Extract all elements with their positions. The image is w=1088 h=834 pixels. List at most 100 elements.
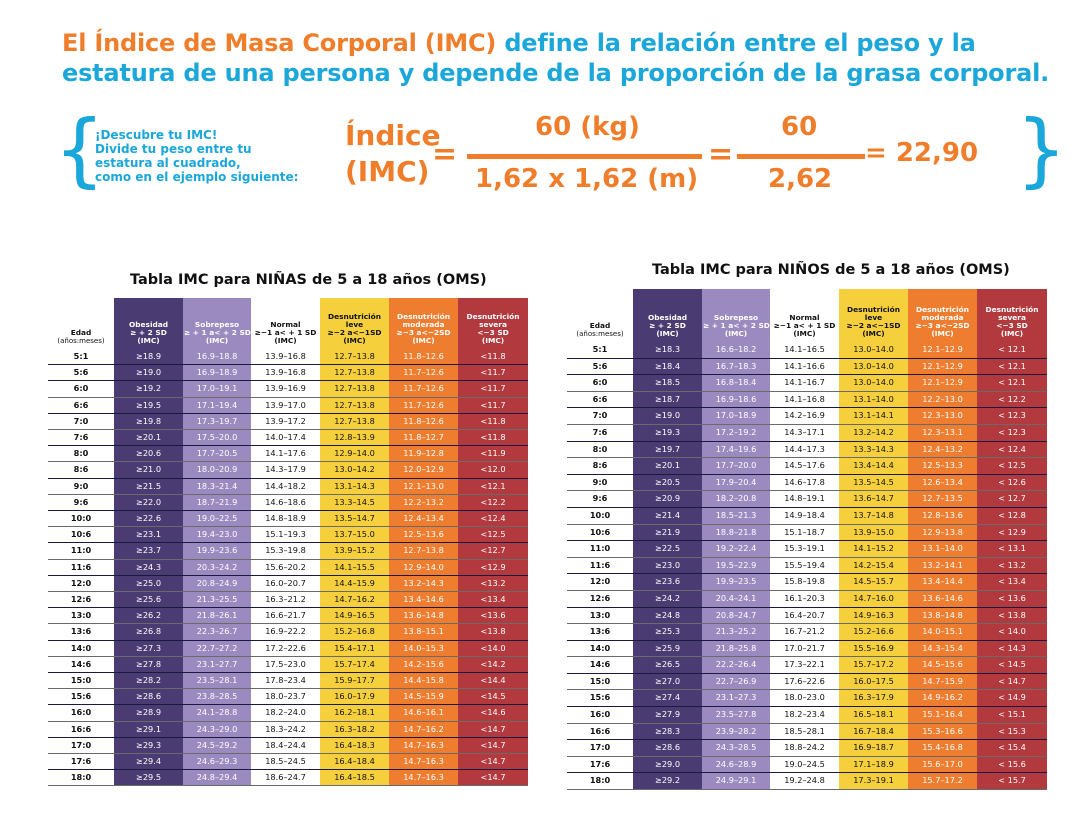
obesidad-cell: ≥18.4 xyxy=(633,358,702,376)
sobrepeso-cell: 18.2–20.8 xyxy=(702,490,770,508)
formula-numerator-1: 60 (kg) xyxy=(535,112,640,142)
moderada-cell: 12.1–13.0 xyxy=(389,478,458,495)
severa-cell: < 15.4 xyxy=(977,739,1047,757)
moderada-cell: 13.8–14.8 xyxy=(908,607,977,625)
sobrepeso-cell: 22.7–27.2 xyxy=(183,640,251,657)
obesidad-cell: ≥27.4 xyxy=(633,689,702,708)
age-cell: 14:0 xyxy=(48,640,114,657)
obesidad-cell: ≥21.9 xyxy=(633,524,702,542)
normal-cell: 15.1–18.7 xyxy=(770,524,839,542)
moderada-cell: 15.4–16.8 xyxy=(908,739,977,757)
severa-cell: <11.7 xyxy=(458,397,528,414)
sobrepeso-cell: 18.5–21.3 xyxy=(702,507,770,525)
obesidad-cell: ≥25.3 xyxy=(633,623,702,641)
leve-cell: 13.6–14.7 xyxy=(839,490,908,508)
normal-cell: 18.5–28.1 xyxy=(770,723,839,741)
moderada-cell: 12.6–13.4 xyxy=(908,474,977,492)
leve-cell: 15.4–17.1 xyxy=(320,640,389,657)
severa-cell: <14.7 xyxy=(458,721,528,738)
age-cell: 10:6 xyxy=(567,524,633,542)
table-row: 16:0 ≥28.9 24.1–28.8 18.2–24.0 16.2–18.1 14.6… xyxy=(48,704,528,722)
headline: El Índice de Masa Corporal (IMC) define … xyxy=(62,28,1052,88)
leve-cell: 14.7–16.0 xyxy=(839,590,908,608)
age-cell: 10:6 xyxy=(48,526,114,544)
sobrepeso-cell: 21.8–25.8 xyxy=(702,640,770,658)
sobrepeso-cell: 16.9–18.9 xyxy=(183,364,251,382)
header-obesidad: Obesidad ≥ + 2 SD (IMC) xyxy=(114,298,183,349)
leve-cell: 16.4–18.4 xyxy=(320,753,389,771)
normal-cell: 17.2–22.6 xyxy=(251,640,320,657)
age-cell: 18:0 xyxy=(567,772,633,791)
severa-cell: <14.7 xyxy=(458,737,528,755)
formula-equals-2: = xyxy=(708,137,734,172)
imc-tip: ¡Descubre tu IMC! Divide tu peso entre t… xyxy=(95,128,325,184)
header-unit: (IMC) xyxy=(793,329,816,338)
severa-cell: <13.4 xyxy=(458,591,528,609)
age-cell: 15:0 xyxy=(567,673,633,691)
table-row: 13:6 ≥25.3 21.3–25.2 16.7–21.2 15.2–16.6 14.0… xyxy=(567,623,1047,641)
severa-cell: <12.0 xyxy=(458,461,528,479)
formula-index-label: Índice (IMC) xyxy=(345,118,441,190)
table-row: 10:0 ≥22.6 19.0–22.5 14.8–18.9 13.5–14.7 12.4… xyxy=(48,510,528,528)
header-moderada-range: ≥−3 a<−2SD xyxy=(396,328,451,337)
table-row: 9:6 ≥20.9 18.2–20.8 14.8–19.1 13.6–14.7 12.7–… xyxy=(567,490,1047,508)
moderada-cell: 12.0–12.9 xyxy=(389,461,458,479)
table-row: 12:6 ≥24.2 20.4–24.1 16.1–20.3 14.7–16.0 13.6… xyxy=(567,590,1047,608)
age-cell: 18:0 xyxy=(48,769,114,787)
obesidad-cell: ≥27.0 xyxy=(633,673,702,691)
normal-cell: 14.6–17.8 xyxy=(770,474,839,492)
normal-cell: 17.0–21.7 xyxy=(770,640,839,658)
moderada-cell: 12.2–13.0 xyxy=(908,391,977,409)
normal-cell: 15.6–20.2 xyxy=(251,559,320,576)
age-cell: 14:6 xyxy=(567,656,633,674)
header-sobrepeso: Sobrepeso ≥ + 1 a< + 2 SD (IMC) xyxy=(702,289,770,342)
table-row: 16:6 ≥29.1 24.3–29.0 18.3–24.2 16.3–18.2 14.7… xyxy=(48,721,528,738)
header-severa-label-2: severa xyxy=(479,320,507,329)
leve-cell: 16.3–17.9 xyxy=(839,689,908,708)
normal-cell: 17.8–23.4 xyxy=(251,672,320,690)
obesidad-cell: ≥29.5 xyxy=(114,769,183,787)
normal-cell: 13.9–16.8 xyxy=(251,349,320,366)
table-row: 5:1 ≥18.9 16.9–18.8 13.9–16.8 12.7–13.8 11.8–… xyxy=(48,349,528,366)
leve-cell: 12.8–13.9 xyxy=(320,429,389,447)
header-unit: (IMC) xyxy=(724,329,748,338)
normal-cell: 15.3–19.8 xyxy=(251,542,320,560)
normal-cell: 18.8–24.2 xyxy=(770,739,839,757)
severa-cell: <14.7 xyxy=(458,753,528,771)
header-unit: (IMC) xyxy=(274,336,297,345)
sobrepeso-cell: 16.9–18.6 xyxy=(702,391,770,409)
table-row: 6:0 ≥18.5 16.8–18.4 14.1–16.7 13.0–14.0 12.1–… xyxy=(567,374,1047,392)
obesidad-cell: ≥19.5 xyxy=(114,397,183,414)
moderada-cell: 14.7–16.2 xyxy=(389,721,458,738)
age-cell: 12:6 xyxy=(567,590,633,608)
normal-cell: 14.3–17.9 xyxy=(251,461,320,479)
leve-cell: 14.9–16.5 xyxy=(320,607,389,625)
normal-cell: 16.4–20.7 xyxy=(770,607,839,625)
header-age-label: Edad xyxy=(70,328,92,337)
header-age: Edad (años:meses) xyxy=(48,298,114,349)
leve-cell: 12.7–13.8 xyxy=(320,364,389,382)
table-row: 12:6 ≥25.6 21.3–25.5 16.3–21.2 14.7–16.2 13.4… xyxy=(48,591,528,609)
age-cell: 9:6 xyxy=(567,490,633,508)
sobrepeso-cell: 24.1–28.8 xyxy=(183,704,251,722)
normal-cell: 16.1–20.3 xyxy=(770,590,839,608)
obesidad-cell: ≥18.5 xyxy=(633,374,702,392)
age-cell: 16:0 xyxy=(48,704,114,722)
severa-cell: < 13.1 xyxy=(977,540,1047,558)
age-cell: 8:6 xyxy=(48,461,114,479)
obesidad-cell: ≥26.5 xyxy=(633,656,702,674)
sobrepeso-cell: 18.8–21.8 xyxy=(702,524,770,542)
normal-cell: 13.9–16.8 xyxy=(251,364,320,382)
header-obesidad-label: Obesidad xyxy=(647,313,688,322)
sobrepeso-cell: 24.3–29.0 xyxy=(183,721,251,738)
header-obesidad-label: Obesidad xyxy=(128,320,169,329)
normal-cell: 18.3–24.2 xyxy=(251,721,320,738)
obesidad-cell: ≥24.2 xyxy=(633,590,702,608)
header-normal: Normal ≥−1 a< + 1 SD (IMC) xyxy=(770,289,839,342)
severa-cell: <11.8 xyxy=(458,429,528,447)
severa-cell: <13.2 xyxy=(458,575,528,593)
normal-cell: 16.0–20.7 xyxy=(251,575,320,593)
table-row: 17:0 ≥29.3 24.5–29.2 18.4–24.4 16.4–18.3 14.7… xyxy=(48,737,528,755)
tip-line-1: ¡Descubre tu IMC! xyxy=(95,128,218,142)
severa-cell: < 14.7 xyxy=(977,673,1047,691)
